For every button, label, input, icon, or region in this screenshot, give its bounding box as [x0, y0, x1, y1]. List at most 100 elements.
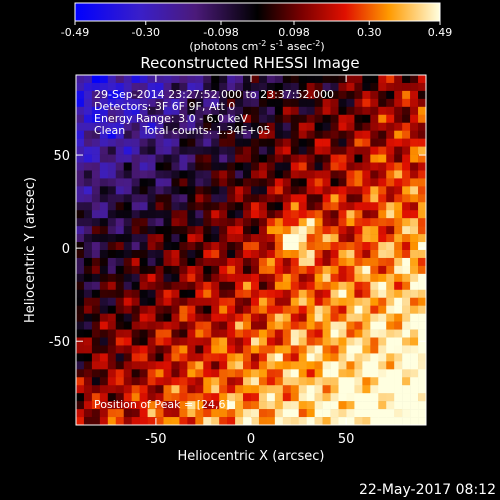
heatmap-cell: [131, 114, 140, 124]
heatmap-cell: [195, 281, 204, 291]
heatmap-cell: [91, 186, 101, 195]
heatmap-cell: [314, 162, 323, 171]
heatmap-cell: [147, 329, 156, 338]
heatmap-cell: [306, 82, 315, 92]
heatmap-cell: [219, 234, 228, 243]
heatmap-cell: [370, 170, 379, 179]
heatmap-cell: [362, 242, 371, 251]
heatmap-cell: [76, 178, 85, 187]
heatmap-cell: [131, 417, 140, 426]
heatmap-cell: [107, 377, 117, 386]
heatmap-cell: [115, 377, 125, 386]
heatmap-cell: [378, 257, 387, 267]
heatmap-cell: [155, 242, 164, 251]
heatmap-cell: [211, 297, 220, 306]
heatmap-cell: [163, 226, 172, 235]
heatmap-cell: [139, 273, 148, 283]
heatmap-cell: [251, 218, 260, 227]
heatmap-cell: [338, 385, 347, 394]
heatmap-cell: [163, 329, 172, 338]
heatmap-cell: [298, 178, 307, 187]
heatmap-cell: [179, 162, 188, 171]
heatmap-cell: [187, 329, 196, 338]
heatmap-cell: [258, 75, 268, 84]
heatmap-cell: [410, 226, 419, 235]
heatmap-cell: [346, 194, 355, 203]
heatmap-cell: [76, 417, 85, 426]
heatmap-cell: [115, 242, 125, 251]
heatmap-cell: [227, 106, 236, 116]
heatmap-cell: [410, 210, 419, 219]
heatmap-cell: [243, 178, 252, 187]
heatmap-cell: [378, 305, 387, 314]
heatmap-cell: [171, 146, 180, 155]
heatmap-cell: [171, 170, 180, 179]
heatmap-cell: [131, 273, 140, 283]
heatmap-cell: [258, 234, 268, 243]
heatmap-cell: [243, 265, 252, 275]
heatmap-cell: [195, 345, 204, 354]
heatmap-cell: [251, 122, 260, 131]
heatmap-cell: [107, 361, 117, 370]
heatmap-cell: [179, 257, 188, 267]
heatmap-cell: [354, 154, 363, 163]
heatmap-cell: [91, 242, 101, 251]
heatmap-cell: [330, 122, 339, 131]
heatmap-cell: [290, 106, 300, 116]
heatmap-cell: [179, 361, 188, 370]
heatmap-cell: [258, 345, 268, 354]
heatmap-cell: [354, 194, 363, 203]
heatmap-cell: [338, 393, 347, 402]
heatmap-cell: [203, 297, 212, 306]
heatmap-cell: [402, 313, 411, 322]
heatmap-cell: [346, 297, 355, 306]
heatmap-cell: [235, 250, 244, 259]
heatmap-cell: [362, 289, 371, 299]
heatmap-cell: [76, 385, 85, 394]
heatmap-cell: [187, 313, 196, 322]
heatmap-cell: [195, 234, 204, 243]
heatmap-cell: [314, 75, 323, 84]
heatmap-cell: [171, 409, 180, 418]
heatmap-cell: [298, 369, 307, 378]
heatmap-cell: [139, 377, 148, 386]
heatmap-cell: [354, 265, 363, 275]
heatmap-cell: [338, 170, 347, 179]
heatmap-cell: [76, 273, 85, 283]
heatmap-cell: [251, 289, 260, 299]
heatmap-cell: [235, 345, 244, 354]
heatmap-cell: [298, 289, 307, 299]
heatmap-cell: [362, 226, 371, 235]
heatmap-cell: [322, 369, 331, 378]
heatmap-cell: [251, 265, 260, 275]
heatmap-cell: [274, 226, 284, 235]
heatmap-cell: [139, 337, 148, 346]
heatmap-cell: [171, 281, 180, 291]
heatmap-cell: [251, 329, 260, 338]
heatmap-cell: [370, 250, 379, 259]
heatmap-cell: [338, 82, 347, 92]
heatmap-cell: [266, 361, 276, 370]
heatmap-cell: [418, 321, 427, 330]
heatmap-cell: [227, 265, 236, 275]
heatmap-cell: [171, 377, 180, 386]
heatmap-cell: [139, 178, 148, 187]
heatmap-cell: [131, 194, 140, 203]
heatmap-cell: [115, 369, 125, 378]
heatmap-cell: [370, 361, 379, 370]
heatmap-cell: [314, 385, 323, 394]
heatmap-cell: [195, 194, 204, 203]
heatmap-cell: [314, 353, 323, 362]
heatmap-cell: [139, 90, 148, 100]
heatmap-cell: [314, 265, 323, 275]
heatmap-cell: [195, 273, 204, 283]
heatmap-cell: [235, 401, 244, 410]
heatmap-cell: [386, 130, 395, 139]
heatmap-cell: [402, 162, 411, 171]
heatmap-cell: [378, 250, 387, 259]
heatmap-cell: [99, 114, 109, 124]
heatmap-cell: [131, 218, 140, 227]
heatmap-cell: [195, 337, 204, 346]
heatmap-cell: [235, 218, 244, 227]
heatmap-cell: [290, 369, 300, 378]
